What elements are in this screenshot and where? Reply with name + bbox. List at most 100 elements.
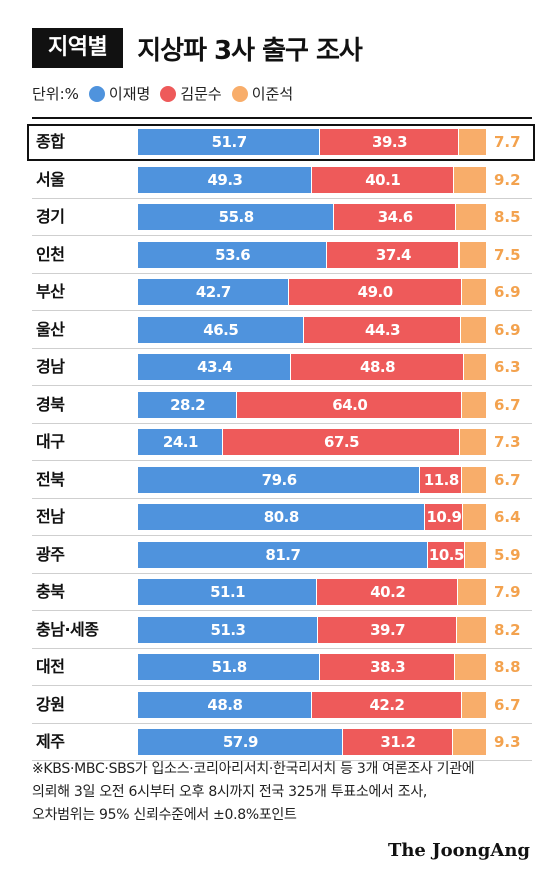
bar-segment (312, 166, 453, 193)
bar-segment (138, 616, 317, 643)
bar-segment (288, 279, 461, 305)
data-label: 7.9 (494, 583, 521, 601)
row-divider (32, 647, 532, 649)
bar-segment (320, 129, 458, 155)
data-label: 80.8 (263, 508, 300, 526)
bar-segment (138, 391, 237, 418)
row-divider (32, 572, 532, 574)
footnote-line-1: ※KBS·MBC·SBS가 입소스·코리아리서치·한국리서치 등 3개 여론조사… (32, 761, 475, 777)
row-divider (32, 535, 532, 536)
data-label: 79.6 (261, 470, 298, 489)
bar-segment (334, 204, 456, 230)
region-tag: 지역별 (32, 28, 124, 68)
bar-segment (458, 129, 486, 155)
bar-segment (456, 204, 486, 230)
row-divider (32, 722, 532, 724)
data-label: 44.3 (365, 320, 401, 339)
data-label: 9.3 (494, 733, 521, 751)
chart-row: 충북 51.1 40.2 7.9 (0, 574, 560, 611)
top-divider (32, 117, 532, 119)
region-label: 인천 (36, 244, 65, 264)
bar-segment (455, 654, 486, 680)
data-label: 40.2 (370, 583, 406, 601)
data-label: 55.8 (218, 208, 255, 226)
data-label: 42.7 (195, 283, 232, 301)
bar-segment (453, 729, 486, 755)
bar-segment (342, 729, 453, 755)
bar-segment (138, 729, 342, 755)
region-label: 충북 (36, 582, 65, 601)
legend-item-lee-junseok: 이준석 (231, 83, 294, 104)
data-label: 57.9 (222, 733, 259, 751)
data-label: 9.2 (494, 170, 521, 189)
row-divider (32, 197, 532, 199)
footnote-line-3: 오차범위는 95% 신뢰수준에서 ±0.8%포인트 (32, 807, 297, 823)
region-label: 전남 (36, 507, 65, 526)
data-label: 51.1 (210, 583, 246, 601)
bar-segment (460, 429, 486, 455)
data-label: 10.5 (428, 545, 465, 564)
data-label: 46.5 (203, 320, 239, 339)
chart-row: 울산 46.5 44.3 6.9 (0, 312, 560, 349)
unit-label: 단위:% (32, 85, 79, 103)
bar-segment (462, 691, 486, 718)
bar-segment (461, 316, 486, 343)
region-label: 광주 (36, 544, 65, 564)
bar-segment (320, 654, 455, 680)
data-label: 28.2 (170, 395, 206, 414)
row-divider (32, 460, 532, 461)
chart-row: 경남 43.4 48.8 6.3 (0, 349, 560, 386)
data-label: 6.9 (494, 320, 521, 339)
data-label: 51.7 (211, 133, 248, 151)
chart-row: 광주 81.7 10.5 5.9 (0, 537, 560, 574)
footnote: ※KBS·MBC·SBS가 입소스·코리아리서치·한국리서치 등 3개 여론조사… (32, 758, 475, 827)
data-label: 49.3 (207, 170, 243, 189)
chart-row: 인천 53.6 37.4 7.5 (0, 237, 560, 274)
bar-segment (291, 354, 463, 380)
legend-label-lee-jaemyung: 이재명 (108, 85, 151, 103)
chart-row: 부산 42.7 49.0 6.9 (0, 274, 560, 311)
bar-segment (458, 579, 486, 605)
data-label: 8.5 (494, 208, 521, 226)
chart-row: 경북 28.2 64.0 6.7 (0, 387, 560, 424)
region-label: 전북 (36, 469, 65, 489)
chart-row: 경기 55.8 34.6 8.5 (0, 199, 560, 236)
region-label: 울산 (36, 319, 65, 339)
data-label: 24.1 (162, 433, 199, 451)
region-label: 충남·세종 (36, 619, 99, 639)
row-divider (32, 347, 532, 349)
chart-row: 대구 24.1 67.5 7.3 (0, 424, 560, 461)
region-label: 강원 (36, 694, 65, 714)
bar-segment (138, 354, 291, 380)
legend-item-kim-moonsoo: 김문수 (160, 83, 222, 104)
bar-segment (462, 466, 486, 493)
data-label: 31.2 (380, 733, 416, 751)
data-label: 48.8 (360, 358, 396, 376)
chart-row: 제주 57.9 31.2 9.3 (0, 724, 560, 761)
footnote-line-2: 의뢰해 3일 오전 6시부터 오후 8시까지 전국 325개 투표소에서 조사, (32, 784, 428, 800)
legend-item-lee-jaemyung: 이재명 (88, 83, 151, 104)
data-label: 42.2 (369, 695, 405, 714)
chart-row: 대전 51.8 38.3 8.8 (0, 649, 560, 686)
region-label: 종합 (36, 132, 65, 151)
bar-segment (427, 541, 465, 568)
legend-label-kim-moonsoo: 김문수 (180, 85, 222, 103)
bar-segment (138, 429, 222, 455)
data-label: 6.9 (494, 283, 521, 301)
bar-segment (138, 466, 420, 493)
data-label: 64.0 (332, 395, 368, 414)
legend-label-lee-junseok: 이준석 (251, 85, 294, 103)
bar-segment (138, 579, 317, 605)
bar-segment (138, 279, 288, 305)
bar-segment (138, 691, 311, 718)
bar-segment (465, 541, 486, 568)
data-label: 51.8 (211, 658, 248, 676)
chart-title: 지상파 3사 출구 조사 (137, 35, 363, 66)
data-label: 67.5 (324, 433, 360, 451)
bar-segment (420, 466, 462, 493)
bar-segment (317, 579, 458, 605)
bar-segment (138, 129, 320, 155)
region-label: 서울 (36, 169, 65, 189)
bar-segment (138, 316, 303, 343)
data-label: 43.4 (197, 358, 233, 376)
